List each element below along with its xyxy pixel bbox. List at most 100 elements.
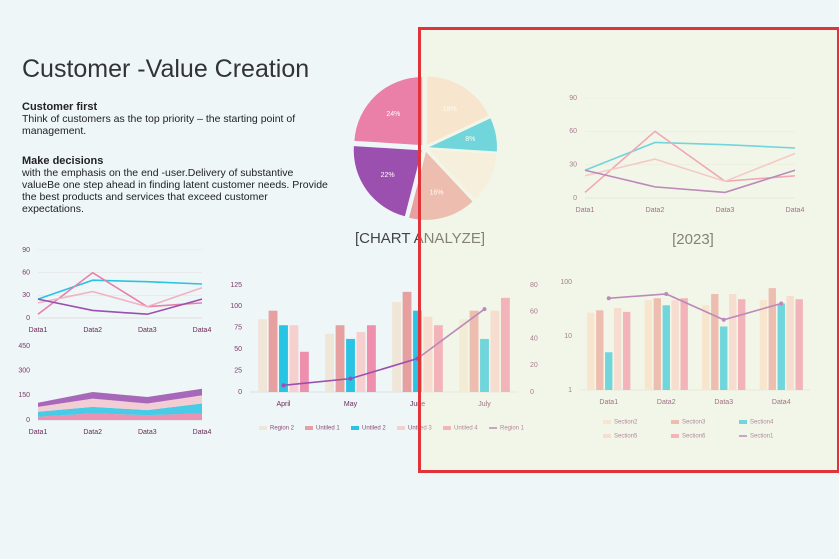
bar xyxy=(596,310,604,390)
line-point xyxy=(721,317,726,322)
y2-tick-label: 80 xyxy=(530,282,538,289)
bar xyxy=(258,319,268,392)
bar xyxy=(480,338,489,392)
x-tick-label: Data4 xyxy=(193,429,212,436)
bar xyxy=(702,305,710,390)
line-point xyxy=(415,356,420,361)
line-point xyxy=(664,291,669,296)
bar xyxy=(413,310,422,392)
x-tick-label: Data1 xyxy=(29,327,48,334)
y-tick-label: 25 xyxy=(234,367,242,374)
y-tick-label: 60 xyxy=(22,270,30,277)
slice-label: 24% xyxy=(386,111,400,118)
pie-slice xyxy=(427,76,489,145)
x-tick-label: Data1 xyxy=(576,207,595,214)
y-tick-label: 0 xyxy=(573,195,577,202)
bar xyxy=(605,352,613,390)
chart-caption: [2023] xyxy=(672,231,714,248)
section-heading: Make decisions xyxy=(22,155,104,167)
bar xyxy=(356,332,366,392)
bar xyxy=(623,311,631,390)
bar xyxy=(459,319,469,392)
x-tick-label: Data1 xyxy=(599,399,618,406)
y-tick-label: 0 xyxy=(26,417,30,424)
legend-swatch xyxy=(671,420,679,424)
chart-caption: [CHART ANALYZE] xyxy=(355,230,485,247)
bar xyxy=(759,300,767,390)
bar xyxy=(768,288,776,390)
pie-slice xyxy=(354,77,423,146)
line xyxy=(37,271,203,315)
x-tick-label: Data3 xyxy=(138,429,157,436)
y2-tick-label: 0 xyxy=(530,389,534,396)
bar xyxy=(795,299,803,390)
x-tick-label: April xyxy=(276,401,290,408)
x-tick-label: Data4 xyxy=(193,327,212,334)
bar xyxy=(402,291,412,392)
line-point xyxy=(606,296,611,301)
bar xyxy=(786,296,794,390)
y-tick-label: 100 xyxy=(560,279,572,286)
pie-slice xyxy=(409,151,473,220)
line xyxy=(37,298,203,316)
area xyxy=(38,388,202,407)
bar xyxy=(653,298,661,390)
bar xyxy=(720,326,728,390)
line-point xyxy=(281,383,286,388)
legend-swatch xyxy=(443,426,451,430)
slice-label: 22% xyxy=(381,172,395,179)
bar xyxy=(325,333,335,392)
x-tick-label: Data3 xyxy=(138,327,157,334)
line-point xyxy=(348,376,353,381)
x-tick-label: June xyxy=(410,401,425,408)
legend-swatch xyxy=(739,420,747,424)
y2-tick-label: 60 xyxy=(530,309,538,316)
y-tick-label: 60 xyxy=(569,128,577,135)
line xyxy=(283,308,485,387)
line-point xyxy=(779,301,784,306)
bar xyxy=(614,308,622,390)
legend-swatch xyxy=(305,426,313,430)
legend-swatch xyxy=(351,426,359,430)
area xyxy=(38,403,202,417)
y-tick-label: 0 xyxy=(238,389,242,396)
legend-label: Section2 xyxy=(614,420,638,426)
slice-label: 16% xyxy=(429,190,443,197)
x-tick-label: Data4 xyxy=(786,207,805,214)
area xyxy=(38,395,202,412)
x-tick-label: Data2 xyxy=(646,207,665,214)
line xyxy=(37,279,203,300)
bar xyxy=(335,325,345,392)
legend-label: Section6 xyxy=(682,434,706,440)
bar xyxy=(500,297,510,392)
bar xyxy=(433,325,443,392)
pie-slice xyxy=(428,118,497,152)
legend-label: Untiled 4 xyxy=(454,426,478,432)
bar xyxy=(711,293,719,390)
legend-swatch xyxy=(397,426,405,430)
y2-tick-label: 40 xyxy=(530,335,538,342)
bar xyxy=(346,338,355,392)
y-tick-label: 10 xyxy=(564,333,572,340)
line xyxy=(608,293,782,321)
legend-label: Section1 xyxy=(750,434,774,440)
section-text: with the emphasis on the end -user.Deliv… xyxy=(22,167,328,215)
y-tick-label: 75 xyxy=(234,325,242,332)
y-tick-label: 50 xyxy=(234,346,242,353)
bar xyxy=(644,300,652,390)
legend-swatch xyxy=(259,426,267,430)
bar xyxy=(777,303,785,390)
x-tick-label: May xyxy=(344,401,358,408)
bar xyxy=(671,300,679,390)
y-tick-label: 300 xyxy=(18,368,30,375)
x-tick-label: Data3 xyxy=(714,399,733,406)
legend-swatch xyxy=(603,420,611,424)
legend-swatch xyxy=(671,434,679,438)
y-tick-label: 150 xyxy=(18,392,30,399)
bar xyxy=(490,310,500,392)
legend-label: Section4 xyxy=(750,420,774,426)
section: Make decisions with the emphasis on the … xyxy=(22,155,332,215)
y-tick-label: 30 xyxy=(22,292,30,299)
